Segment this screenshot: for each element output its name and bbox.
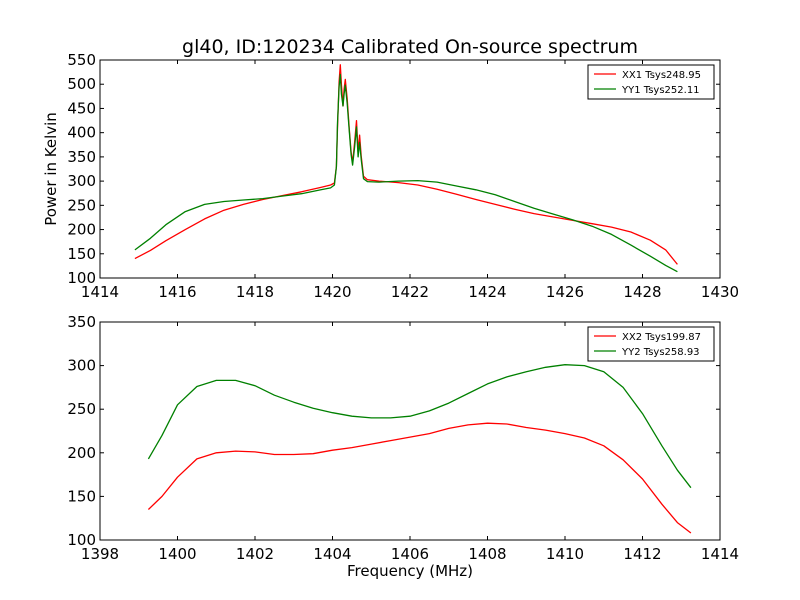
bottom-y-tick-label: 100 [67, 531, 96, 549]
top-plot-area: 1414 1416 1418 1420 1422 1424 1426 1428 1430 100 1… [67, 51, 739, 301]
top-y-axis-label: Power in Kelvin [42, 112, 60, 226]
bottom-legend-label-1: XX2 Tsys199.87 [622, 332, 701, 343]
bottom-series-line-1 [147, 422, 692, 534]
bottom-panel: Frequency (MHz) 1398 1400 1402 1404 1406 1408… [67, 313, 739, 580]
chart-title: gl40, ID:120234 Calibrated On-source spe… [182, 36, 638, 58]
bottom-x-tick-label: 1404 [313, 545, 351, 563]
bottom-y-tick-label: 300 [67, 357, 96, 375]
bottom-legend-label-2: YY2 Tsys258.93 [621, 347, 700, 358]
top-legend-label-1: XX1 Tsys248.95 [622, 70, 701, 81]
top-x-tick-label: 1424 [468, 283, 506, 301]
top-y-tick-label: 450 [67, 99, 96, 117]
top-panel: Power in Kelvin 1414 1416 1418 1420 1422 1424… [42, 51, 739, 301]
bottom-x-tick-label: 1410 [546, 545, 584, 563]
top-y-tick-label: 400 [67, 124, 96, 142]
top-x-tick-label: 1416 [158, 283, 196, 301]
bottom-series-line-2 [147, 364, 692, 489]
top-y-tick-label: 550 [67, 51, 96, 69]
bottom-x-tick-label: 1408 [468, 545, 506, 563]
top-legend-label-2: YY1 Tsys252.11 [621, 85, 700, 96]
top-x-tick-label: 1414 [81, 283, 119, 301]
top-y-tick-label: 250 [67, 196, 96, 214]
top-y-tick-label: 350 [67, 148, 96, 166]
top-legend: XX1 Tsys248.95 YY1 Tsys252.11 [587, 64, 715, 100]
bottom-y-tick-label: 150 [67, 487, 96, 505]
bottom-x-tick-label: 1400 [158, 545, 196, 563]
bottom-x-axis-label: Frequency (MHz) [347, 562, 473, 580]
bottom-y-tick-label: 350 [67, 313, 96, 331]
bottom-y-tick-label: 200 [67, 444, 96, 462]
bottom-legend: XX2 Tsys199.87 YY2 Tsys258.93 [587, 326, 715, 362]
bottom-y-tick-label: 250 [67, 400, 96, 418]
top-x-tick-label: 1430 [701, 283, 739, 301]
top-legend-box [587, 64, 715, 100]
bottom-x-tick-label: 1406 [391, 545, 429, 563]
top-x-tick-label: 1420 [313, 283, 351, 301]
bottom-plot-area: 1398 1400 1402 1404 1406 1408 1410 1412 1414 100 1… [67, 313, 739, 563]
bottom-x-tick-label: 1412 [623, 545, 661, 563]
top-x-tick-label: 1426 [546, 283, 584, 301]
top-x-tick-label: 1428 [623, 283, 661, 301]
top-x-tick-label: 1418 [236, 283, 274, 301]
top-y-tick-label: 100 [67, 269, 96, 287]
bottom-x-tick-label: 1414 [701, 545, 739, 563]
top-y-tick-label: 300 [67, 172, 96, 190]
bottom-x-tick-label: 1398 [81, 545, 119, 563]
top-y-tick-label: 500 [67, 75, 96, 93]
bottom-legend-box [587, 326, 715, 362]
top-y-tick-label: 200 [67, 221, 96, 239]
top-y-tick-label: 150 [67, 245, 96, 263]
top-x-tick-label: 1422 [391, 283, 429, 301]
top-series-line-2 [134, 73, 678, 273]
bottom-x-tick-label: 1402 [236, 545, 274, 563]
